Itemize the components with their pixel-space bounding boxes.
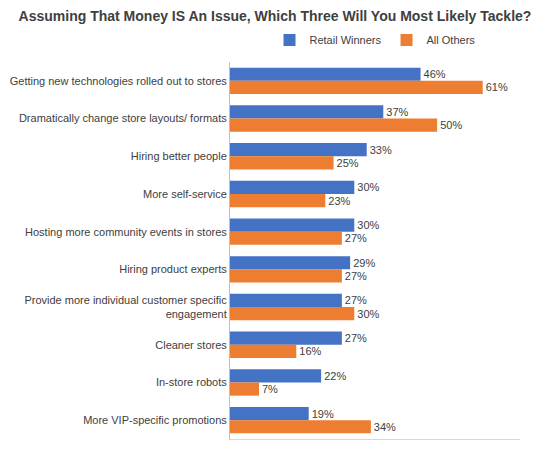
svg-text:Provide more individual custom: Provide more individual customer specifi… [24,294,227,320]
svg-text:33%: 33% [370,144,392,156]
svg-text:34%: 34% [374,421,396,433]
svg-text:27%: 27% [345,294,367,306]
svg-text:61%: 61% [486,81,508,93]
svg-text:46%: 46% [424,68,446,80]
svg-text:37%: 37% [386,106,408,118]
svg-text:Hiring better people: Hiring better people [131,150,227,162]
svg-text:Cleaner stores: Cleaner stores [155,339,227,351]
svg-text:27%: 27% [345,332,367,344]
svg-text:More self-service: More self-service [143,188,227,200]
svg-text:Hosting more community events: Hosting more community events in stores [25,226,227,238]
svg-text:23%: 23% [328,195,350,207]
svg-text:16%: 16% [299,345,321,357]
svg-text:7%: 7% [262,383,278,395]
svg-text:Hiring product experts: Hiring product experts [119,263,227,275]
svg-text:30%: 30% [357,181,379,193]
svg-text:30%: 30% [357,308,379,320]
svg-text:22%: 22% [324,370,346,382]
svg-text:25%: 25% [337,157,359,169]
svg-text:29%: 29% [353,257,375,269]
svg-text:More VIP-specific promotions: More VIP-specific promotions [83,414,227,426]
svg-text:19%: 19% [312,408,334,420]
svg-text:Assuming That Money IS An Issu: Assuming That Money IS An Issue, Which T… [19,8,532,24]
svg-text:27%: 27% [345,270,367,282]
svg-text:27%: 27% [345,232,367,244]
svg-text:All Others: All Others [427,34,476,46]
svg-text:Dramatically change store layo: Dramatically change store layouts/ forma… [19,112,227,124]
svg-text:Retail Winners: Retail Winners [310,34,382,46]
svg-text:In-store robots: In-store robots [156,376,227,388]
svg-text:30%: 30% [357,219,379,231]
svg-text:50%: 50% [440,119,462,131]
svg-text:Getting new technologies rolle: Getting new technologies rolled out to s… [10,75,228,87]
